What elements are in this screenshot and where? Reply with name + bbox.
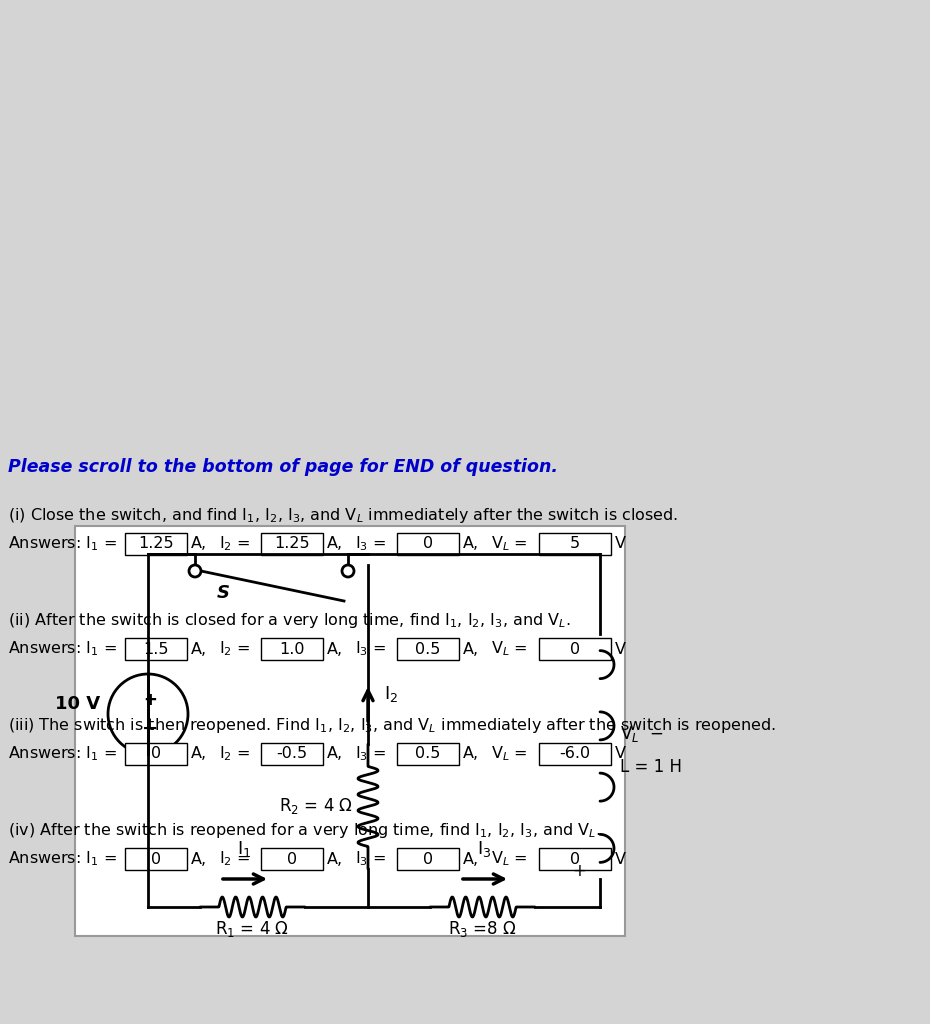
Text: I$_3$ =: I$_3$ = [355,850,386,868]
FancyBboxPatch shape [261,534,323,555]
FancyBboxPatch shape [397,534,459,555]
FancyBboxPatch shape [539,534,611,555]
Text: +: + [572,862,586,880]
Text: −: − [141,719,158,737]
Text: S: S [217,584,230,602]
Text: I$_3$: I$_3$ [477,839,491,859]
Text: 1.25: 1.25 [139,537,174,552]
Text: A,: A, [327,641,343,656]
Text: 1.25: 1.25 [274,537,310,552]
Text: A,: A, [327,852,343,866]
Text: +: + [143,691,157,709]
Text: 10 V: 10 V [55,695,100,713]
Text: (iii) The switch is then reopened. Find I$_1$, I$_2$, I$_3$, and V$_L$ immediate: (iii) The switch is then reopened. Find … [8,716,776,735]
Text: 0: 0 [423,852,433,866]
Text: (iv) After the switch is reopened for a very long time, find I$_1$, I$_2$, I$_3$: (iv) After the switch is reopened for a … [8,821,601,840]
Text: -6.0: -6.0 [560,746,591,762]
Text: Please scroll to the bottom of page for END of question.: Please scroll to the bottom of page for … [8,458,558,476]
Text: V: V [615,852,626,866]
Text: (ii) After the switch is closed for a very long time, find I$_1$, I$_2$, I$_3$, : (ii) After the switch is closed for a ve… [8,611,571,630]
Text: Answers: I$_1$ =: Answers: I$_1$ = [8,744,117,763]
Text: R$_3$ =8 $\Omega$: R$_3$ =8 $\Omega$ [448,919,517,939]
Text: V: V [615,537,626,552]
Text: A,: A, [191,746,207,762]
Text: Answers: I$_1$ =: Answers: I$_1$ = [8,535,117,553]
FancyBboxPatch shape [397,743,459,765]
FancyBboxPatch shape [261,638,323,660]
Text: 1.5: 1.5 [143,641,168,656]
Text: 0: 0 [570,852,580,866]
Text: V: V [615,746,626,762]
FancyBboxPatch shape [125,534,187,555]
Text: A,: A, [463,641,479,656]
Text: A,: A, [327,537,343,552]
Text: 0.5: 0.5 [416,641,441,656]
Text: A,: A, [191,852,207,866]
Text: I$_2$ =: I$_2$ = [219,640,250,658]
Text: A,: A, [327,746,343,762]
Circle shape [189,565,201,577]
Text: 0.5: 0.5 [416,746,441,762]
Circle shape [342,565,354,577]
FancyBboxPatch shape [261,743,323,765]
Text: A,: A, [463,746,479,762]
FancyBboxPatch shape [125,848,187,870]
Text: 5: 5 [570,537,580,552]
Text: 0: 0 [151,746,161,762]
Text: I$_2$ =: I$_2$ = [219,850,250,868]
Text: I$_2$ =: I$_2$ = [219,744,250,763]
Text: A,: A, [463,852,479,866]
Text: R$_1$ = 4 $\Omega$: R$_1$ = 4 $\Omega$ [216,919,289,939]
Text: -0.5: -0.5 [276,746,308,762]
FancyBboxPatch shape [397,638,459,660]
Text: 0: 0 [151,852,161,866]
Text: 0: 0 [287,852,297,866]
FancyBboxPatch shape [125,743,187,765]
Text: V$_L$  $-$: V$_L$ $-$ [620,725,663,744]
Text: Answers: I$_1$ =: Answers: I$_1$ = [8,640,117,658]
FancyBboxPatch shape [539,638,611,660]
Text: V$_L$ =: V$_L$ = [491,850,527,868]
Text: I$_2$ =: I$_2$ = [219,535,250,553]
Text: I$_3$ =: I$_3$ = [355,640,386,658]
Text: Answers: I$_1$ =: Answers: I$_1$ = [8,850,117,868]
Text: V$_L$ =: V$_L$ = [491,744,527,763]
Text: I$_3$ =: I$_3$ = [355,744,386,763]
Text: V$_L$ =: V$_L$ = [491,535,527,553]
Text: 0: 0 [423,537,433,552]
Text: L = 1 H: L = 1 H [620,758,682,775]
Text: A,: A, [191,537,207,552]
FancyBboxPatch shape [75,526,625,936]
Text: 0: 0 [570,641,580,656]
FancyBboxPatch shape [125,638,187,660]
Text: A,: A, [191,641,207,656]
FancyBboxPatch shape [261,848,323,870]
Text: R$_2$ = 4 $\Omega$: R$_2$ = 4 $\Omega$ [279,797,353,816]
FancyBboxPatch shape [539,743,611,765]
Text: V: V [615,641,626,656]
Text: A,: A, [463,537,479,552]
FancyBboxPatch shape [539,848,611,870]
Text: (i) Close the switch, and find I$_1$, I$_2$, I$_3$, and V$_L$ immediately after : (i) Close the switch, and find I$_1$, I$… [8,506,678,525]
Text: 1.0: 1.0 [279,641,305,656]
FancyBboxPatch shape [397,848,459,870]
Text: I$_1$: I$_1$ [237,839,251,859]
Text: V$_L$ =: V$_L$ = [491,640,527,658]
Text: I$_3$ =: I$_3$ = [355,535,386,553]
Text: I$_2$: I$_2$ [384,684,398,705]
